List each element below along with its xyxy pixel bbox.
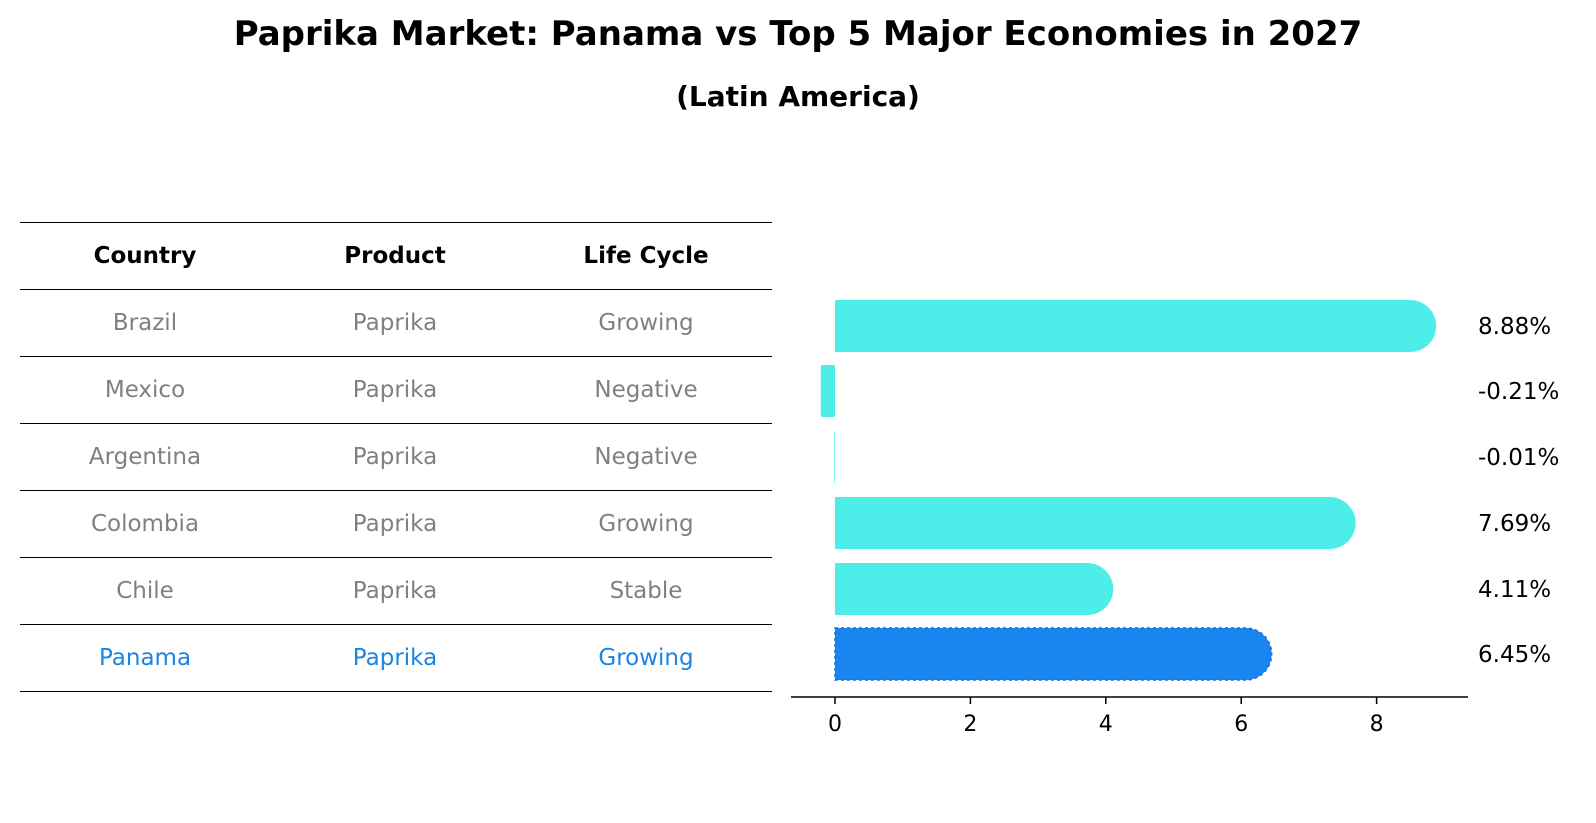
x-tick-label: 2 <box>963 712 977 737</box>
bar-panama <box>834 627 1273 681</box>
value-label-argentina: -0.01% <box>1478 445 1559 471</box>
cell-country: Chile <box>116 578 174 604</box>
cell-country: Colombia <box>90 511 200 537</box>
cell-life-cycle: Growing <box>598 645 694 671</box>
cell-product: Paprika <box>352 645 438 671</box>
cell-life-cycle: Negative <box>594 444 698 470</box>
header-country: Country <box>93 243 197 269</box>
x-axis: 0 2 4 6 8 <box>791 696 1468 737</box>
value-labels-group: 8.88% -0.21% -0.01% 7.69% 4.11% 6.45% <box>1478 314 1559 668</box>
cell-life-cycle: Negative <box>594 377 698 403</box>
x-tick-label: 0 <box>828 712 842 737</box>
table-header-row: Country Product Life Cycle <box>20 222 772 289</box>
table-row: Chile Paprika Stable <box>20 557 772 624</box>
header-life-cycle: Life Cycle <box>583 243 709 269</box>
cell-life-cycle: Growing <box>598 310 694 336</box>
cell-product: Paprika <box>352 578 438 604</box>
cell-country: Brazil <box>112 310 178 336</box>
value-label-panama: 6.45% <box>1478 642 1551 668</box>
cell-product: Paprika <box>352 310 438 336</box>
table-row: Argentina Paprika Negative <box>20 423 772 490</box>
bar-argentina <box>834 431 836 483</box>
cell-country: Mexico <box>104 377 186 403</box>
x-tick-label: 8 <box>1370 712 1384 737</box>
value-label-brazil: 8.88% <box>1478 314 1551 340</box>
cell-life-cycle: Growing <box>598 511 694 537</box>
value-label-chile: 4.11% <box>1478 577 1551 603</box>
chart-title: Paprika Market: Panama vs Top 5 Major Ec… <box>233 14 1363 54</box>
table-row: Mexico Paprika Negative <box>20 356 772 423</box>
cell-country: Panama <box>98 645 192 671</box>
cell-product: Paprika <box>352 511 438 537</box>
x-tick-label: 6 <box>1234 712 1248 737</box>
bar-colombia <box>835 497 1356 549</box>
cell-life-cycle: Stable <box>609 578 683 604</box>
bar-mexico <box>820 365 836 417</box>
table-row-highlighted: Panama Paprika Growing <box>20 624 772 692</box>
market-table: Country Product Life Cycle Brazil Paprik… <box>20 222 772 692</box>
chart-subtitle: (Latin America) <box>676 80 920 113</box>
cell-country: Argentina <box>88 444 202 470</box>
bars-group <box>820 300 1437 681</box>
cell-product: Paprika <box>352 444 438 470</box>
table-row: Colombia Paprika Growing <box>20 490 772 557</box>
value-label-colombia: 7.69% <box>1478 511 1551 537</box>
table-row: Brazil Paprika Growing <box>20 289 772 356</box>
header-product: Product <box>344 243 446 269</box>
value-label-mexico: -0.21% <box>1478 379 1559 405</box>
cell-product: Paprika <box>352 377 438 403</box>
x-tick-label: 4 <box>1099 712 1113 737</box>
bar-brazil <box>835 300 1437 352</box>
bar-chile <box>835 563 1114 615</box>
